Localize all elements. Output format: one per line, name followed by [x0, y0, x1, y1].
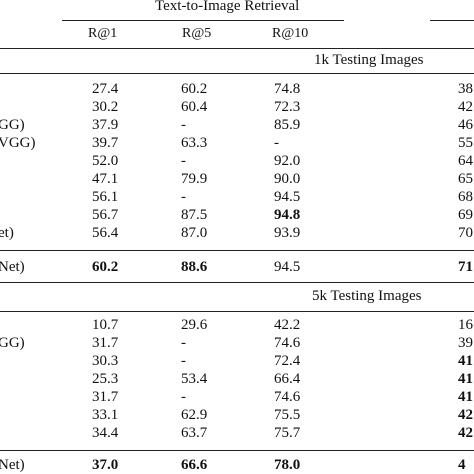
cell-r5: 87.5 — [181, 207, 208, 223]
col-header-r10: R@10 — [272, 26, 309, 41]
cell-next: 39 — [458, 335, 473, 351]
cell-next: 42 — [458, 99, 473, 115]
cell-r1: 52.0 — [92, 153, 119, 169]
row-label: Net) — [0, 259, 25, 275]
cell-r10: 74.6 — [274, 335, 301, 351]
row-label: GG) — [0, 117, 25, 133]
cell-next: 55 — [458, 135, 473, 151]
cell-r1: 37.9 — [92, 117, 119, 133]
cell-r5-best: 88.6 — [181, 259, 208, 275]
group-header-underline — [62, 20, 344, 21]
cell-r10: 42.2 — [274, 317, 301, 333]
cell-r1: 47.1 — [92, 171, 119, 187]
cell-next: 64 — [458, 153, 473, 169]
cell-r10: 66.4 — [274, 371, 301, 387]
cell-r10: 94.5 — [274, 189, 301, 205]
cell-r1: 56.7 — [92, 207, 119, 223]
cell-r10: - — [274, 135, 279, 151]
cell-r10: 72.4 — [274, 353, 301, 369]
row-label: Net) — [0, 457, 25, 473]
cell-next: 68 — [458, 189, 473, 205]
cell-next: 42 — [458, 425, 473, 441]
cell-r1: 25.3 — [92, 371, 119, 387]
cell-r10: 94.5 — [274, 259, 301, 275]
cell-next: 69 — [458, 207, 473, 223]
row-label: et) — [0, 225, 14, 241]
ours-rule-top — [0, 250, 474, 251]
cell-next: 71 — [458, 259, 473, 275]
cell-r10: 75.5 — [274, 407, 301, 423]
cell-next: 41 — [458, 389, 473, 405]
cell-r10: 75.7 — [274, 425, 301, 441]
cell-r5: - — [181, 153, 186, 169]
cell-r10: 74.8 — [274, 81, 301, 97]
cell-next: 65 — [458, 171, 473, 187]
cell-r5: 63.3 — [181, 135, 208, 151]
cell-r1: 27.4 — [92, 81, 119, 97]
row-label: GG) — [0, 335, 25, 351]
group-header-underline-right — [430, 20, 474, 21]
cell-r1: 56.1 — [92, 189, 119, 205]
cell-r1-best: 60.2 — [92, 259, 119, 275]
row-label: VGG) — [0, 135, 36, 151]
cell-r1: 30.3 — [92, 353, 119, 369]
cell-next: 41 — [458, 353, 473, 369]
section-separator — [0, 282, 474, 283]
cell-r5-best: 66.6 — [181, 457, 208, 473]
cell-next: 46 — [458, 117, 473, 133]
cell-r1: 34.4 — [92, 425, 119, 441]
section1-rule — [0, 73, 474, 74]
cell-r1: 33.1 — [92, 407, 119, 423]
cell-r1: 31.7 — [92, 335, 119, 351]
cell-r10: 72.3 — [274, 99, 301, 115]
cell-r5: 63.7 — [181, 425, 208, 441]
cell-r5: 79.9 — [181, 171, 208, 187]
cell-r5: - — [181, 353, 186, 369]
cell-r10-best: 78.0 — [274, 457, 301, 473]
cell-r5: 60.2 — [181, 81, 208, 97]
cell-next: 16 — [458, 317, 473, 333]
group-header-text-to-image: Text-to-Image Retrieval — [155, 0, 300, 14]
header-rule — [0, 48, 474, 49]
section-title-5k: 5k Testing Images — [312, 288, 422, 304]
cell-r5: - — [181, 335, 186, 351]
section-title-1k: 1k Testing Images — [314, 52, 424, 68]
col-header-r5: R@5 — [182, 26, 212, 41]
cell-r1: 56.4 — [92, 225, 119, 241]
cell-r10: 93.9 — [274, 225, 301, 241]
cell-r5: 62.9 — [181, 407, 208, 423]
cell-r5: - — [181, 189, 186, 205]
cell-r5: 87.0 — [181, 225, 208, 241]
cell-next: 42 — [458, 407, 473, 423]
ours-rule-top-2 — [0, 450, 474, 451]
section2-rule — [0, 311, 474, 312]
cell-r5: - — [181, 389, 186, 405]
cell-r10: 85.9 — [274, 117, 301, 133]
cell-r10: 74.6 — [274, 389, 301, 405]
cell-r10: 90.0 — [274, 171, 301, 187]
cell-r1: 31.7 — [92, 389, 119, 405]
cell-next: 70 — [458, 225, 473, 241]
cell-r10-best: 94.8 — [274, 207, 301, 223]
cell-next: 38 — [458, 81, 473, 97]
cell-next: 41 — [458, 371, 473, 387]
cell-r5: - — [181, 117, 186, 133]
cell-r1: 10.7 — [92, 317, 119, 333]
cell-next: 4 — [458, 457, 466, 473]
col-header-r1: R@1 — [88, 26, 118, 41]
cell-r5: 29.6 — [181, 317, 208, 333]
cell-r1-best: 37.0 — [92, 457, 119, 473]
cell-r1: 30.2 — [92, 99, 119, 115]
cell-r10: 92.0 — [274, 153, 301, 169]
cell-r1: 39.7 — [92, 135, 119, 151]
cell-r5: 53.4 — [181, 371, 208, 387]
cell-r5: 60.4 — [181, 99, 208, 115]
